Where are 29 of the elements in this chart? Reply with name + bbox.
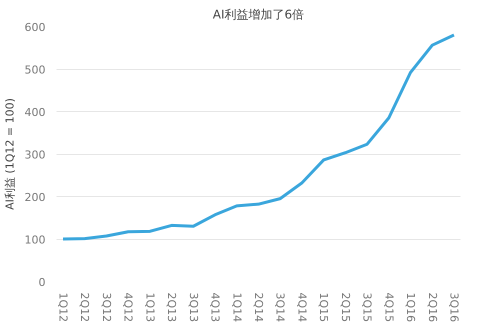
x-tick-label: 4Q14 (295, 292, 308, 322)
x-tick-label: 1Q12 (56, 292, 70, 322)
y-axis-title: AI利益 (1Q12 = 100) (4, 98, 17, 210)
y-tick-label: 0 (38, 276, 46, 289)
y-tick-label: 400 (24, 106, 46, 119)
x-tick-label: 1Q15 (317, 292, 330, 322)
x-tick-label: 1Q14 (230, 292, 244, 322)
x-tick-label: 3Q13 (186, 292, 200, 322)
y-tick-label: 200 (24, 191, 46, 204)
x-tick-label: 4Q13 (208, 292, 222, 322)
x-tick-label: 4Q15 (382, 292, 396, 322)
x-tick-label: 3Q15 (360, 292, 374, 322)
x-tick-label: 4Q12 (122, 292, 135, 322)
y-tick-label: 500 (24, 64, 46, 76)
x-tick-label: 3Q16 (447, 292, 460, 322)
x-tick-label: 3Q14 (274, 292, 287, 322)
chart-title: AI利益增加了6倍 (212, 8, 304, 22)
x-tick-label: 2Q13 (165, 292, 178, 322)
x-tick-label: 1Q13 (143, 292, 156, 322)
x-tick-label: 1Q16 (404, 292, 418, 322)
x-tick-label: 2Q14 (252, 292, 265, 322)
line-series (62, 34, 456, 240)
x-tick-label: 3Q12 (100, 292, 113, 322)
x-tick-label: 2Q15 (338, 292, 352, 322)
y-tick-label: 300 (24, 148, 46, 162)
x-tick-label: 2Q16 (426, 292, 439, 322)
y-tick-label: 600 (24, 21, 46, 34)
y-tick-label: 100 (24, 234, 46, 246)
x-tick-label: 2Q12 (78, 292, 92, 322)
